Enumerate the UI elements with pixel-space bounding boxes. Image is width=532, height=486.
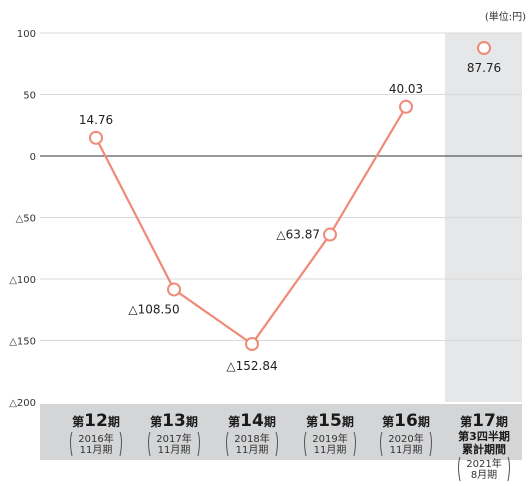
paren-left [304,431,307,457]
paren-right [507,456,510,482]
data-label: 40.03 [389,82,423,96]
category-title: 第17期 [460,411,508,431]
category-year: 2016年 [78,432,113,445]
category-period: 11月期 [80,444,113,456]
category-title: 第16期 [382,411,430,431]
y-tick-label: △150 [9,337,36,348]
data-point [477,41,491,56]
y-tick-label: △50 [16,214,36,225]
data-point [89,130,103,145]
y-tick-label: 50 [23,91,36,102]
category-title: 第12期 [72,411,120,431]
data-point [399,99,413,114]
category-year: 2019年 [312,432,347,445]
paren-right [197,431,200,457]
category-title: 第13期 [150,411,198,431]
category-subtitle: 第3四半期 [458,429,510,443]
category-period: 11月期 [158,444,191,456]
category-subtitle: 累計期間 [462,442,506,456]
category-title: 第15期 [306,411,354,431]
y-tick-label: 100 [17,29,36,40]
y-tick-label: 0 [30,152,36,163]
data-point [323,227,337,242]
category-period: 8月期 [471,469,497,481]
paren-left [70,431,73,457]
data-label: 14.76 [79,113,113,127]
paren-right [119,431,122,457]
category-year: 2017年 [156,432,191,445]
category-period: 11月期 [314,444,347,456]
data-point [167,282,181,297]
paren-left [226,431,229,457]
paren-right [353,431,356,457]
category-period: 11月期 [390,444,423,456]
paren-left [380,431,383,457]
y-tick-label: △100 [9,275,36,286]
data-label: 87.76 [467,61,501,75]
y-tick-label: △200 [9,398,36,409]
paren-left [148,431,151,457]
data-label: △63.87 [276,228,320,242]
paren-right [429,431,432,457]
paren-right [275,431,278,457]
category-title: 第14期 [228,411,276,431]
category-year: 2021年 [466,457,501,470]
category-year: 2020年 [388,432,423,445]
data-label: △108.50 [128,302,179,316]
data-point [245,336,259,351]
paren-left [458,456,461,482]
category-period: 11月期 [236,444,269,456]
unit-label: (単位:円) [484,12,526,23]
data-label: △152.84 [226,359,277,373]
category-year: 2018年 [234,432,269,445]
